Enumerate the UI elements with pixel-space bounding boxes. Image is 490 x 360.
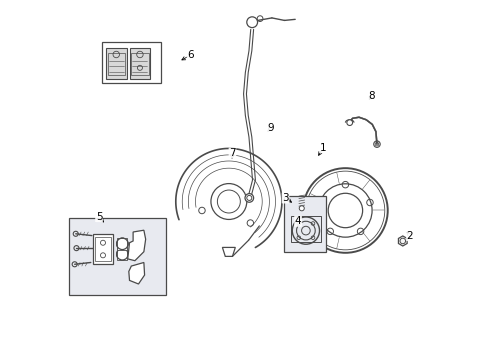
Circle shape (299, 206, 304, 211)
Bar (285, 196, 326, 252)
Bar (117, 238, 127, 249)
Polygon shape (106, 48, 126, 78)
Polygon shape (222, 247, 235, 256)
Bar (101, 42, 161, 83)
Bar (69, 218, 166, 295)
Polygon shape (129, 48, 150, 78)
Polygon shape (129, 262, 145, 284)
Text: 4: 4 (295, 216, 301, 226)
Circle shape (245, 194, 254, 202)
Text: 8: 8 (368, 91, 374, 101)
Bar (108, 53, 125, 75)
Bar (131, 53, 148, 75)
Text: 5: 5 (96, 212, 102, 221)
Circle shape (347, 120, 353, 126)
Bar (117, 248, 127, 260)
Bar (96, 237, 111, 261)
Text: 3: 3 (282, 193, 289, 203)
Text: 6: 6 (187, 50, 194, 60)
Text: 7: 7 (229, 148, 236, 158)
Text: 2: 2 (407, 231, 413, 240)
Bar (93, 234, 113, 264)
Polygon shape (398, 236, 407, 246)
Polygon shape (128, 230, 146, 261)
Text: 9: 9 (268, 123, 274, 133)
Circle shape (247, 17, 258, 28)
Text: 1: 1 (320, 143, 326, 153)
